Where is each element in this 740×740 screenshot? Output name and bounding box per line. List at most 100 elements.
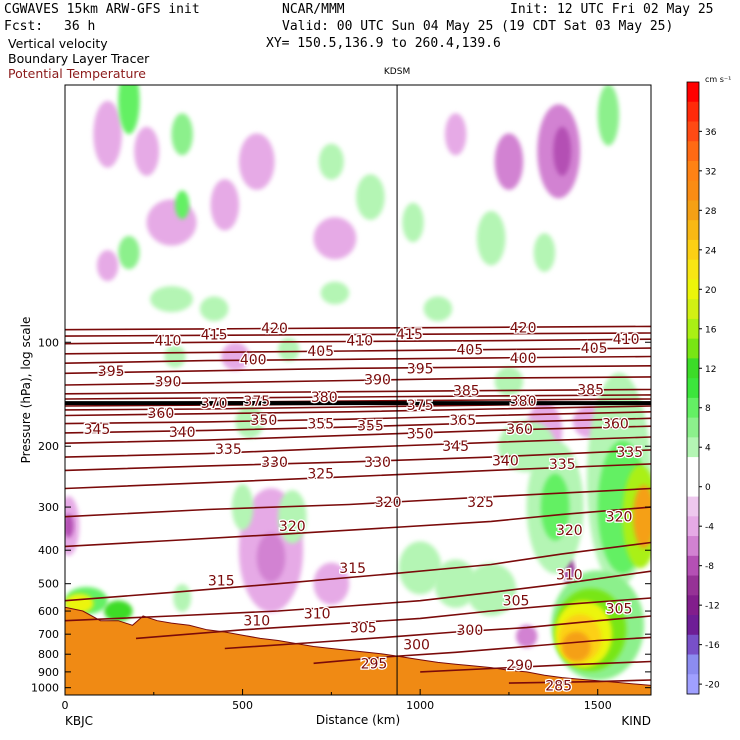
w-blob	[278, 337, 300, 362]
cross-section-endpoints: XY= 150.5,136.9 to 260.4,139.6	[266, 36, 501, 51]
y-tick-label: 400	[38, 544, 59, 557]
colorbar-tick-label: 24	[705, 246, 717, 256]
w-blob	[134, 126, 160, 176]
colorbar-swatch	[687, 476, 699, 498]
vertical-velocity-field	[65, 85, 651, 681]
theta-label: 305	[606, 602, 633, 618]
theta-label: 295	[361, 656, 388, 672]
y-tick-label: 500	[38, 578, 59, 591]
theta-label: 415	[396, 327, 423, 343]
plot-frame	[64, 84, 652, 696]
theta-label: 410	[155, 334, 182, 350]
theta-label: 315	[339, 561, 366, 577]
endpoint-left-label: KBJC	[65, 714, 93, 728]
x-axis: 0 500 1000 1500	[62, 689, 612, 712]
theta-label: 335	[616, 445, 643, 461]
theta-label: 320	[606, 510, 633, 526]
theta-contour-355	[65, 411, 651, 425]
theta-contour-290	[420, 660, 651, 673]
w-blob	[238, 133, 275, 190]
theta-label: 375	[243, 394, 270, 410]
colorbar-tick-label: 4	[705, 444, 711, 454]
theta-label: 340	[169, 425, 196, 441]
w-blob	[320, 281, 350, 305]
theta-label: 375	[407, 398, 434, 414]
theta-label: 400	[510, 351, 537, 367]
w-blob	[93, 100, 122, 168]
colorbar-swatch	[687, 378, 699, 399]
valid-time: Valid: 00 UTC Sun 04 May 25 (19 CDT Sat …	[282, 19, 674, 34]
w-blob	[96, 250, 119, 282]
theta-label: 320	[375, 495, 402, 511]
theta-label: 345	[84, 422, 111, 438]
w-blob	[356, 174, 385, 220]
colorbar-swatch	[687, 575, 699, 596]
field-vertical-velocity: Vertical velocity	[8, 36, 108, 51]
theta-label: 420	[510, 320, 537, 336]
colorbar-swatch	[687, 220, 699, 241]
colorbar-tick-label: -4	[705, 523, 714, 533]
theta-contour-385	[65, 388, 651, 395]
colorbar-swatch	[687, 595, 699, 616]
theta-contour-320	[65, 506, 651, 548]
theta-label: 285	[545, 678, 572, 694]
colorbar-tick-label: 36	[705, 128, 717, 138]
w-blob	[256, 532, 286, 583]
theta-contour-330	[65, 463, 651, 490]
colorbar-swatch	[687, 358, 699, 379]
theta-label: 320	[279, 519, 306, 535]
theta-contour-395	[65, 365, 651, 375]
x-tick-label: 0	[62, 699, 69, 712]
theta-label: 390	[155, 375, 182, 391]
colorbar-swatch	[687, 536, 699, 557]
theta-label: 350	[251, 413, 278, 429]
w-blob	[175, 190, 190, 220]
theta-label: 395	[407, 361, 434, 377]
y-tick-label: 300	[38, 501, 59, 514]
theta-contour-315	[65, 541, 651, 602]
w-blob	[150, 286, 193, 313]
theta-label: 405	[581, 341, 608, 357]
colorbar-tick-label: -12	[705, 602, 720, 612]
theta-contour-300	[224, 615, 651, 650]
x-axis-title: Distance (km)	[316, 713, 400, 727]
theta-label: 405	[307, 344, 334, 360]
theta-label: 345	[442, 439, 469, 455]
y-axis-title: Pressure (hPa), log scale	[19, 317, 33, 464]
colorbar-swatch	[687, 82, 699, 103]
theta-label: 325	[467, 495, 494, 511]
w-blob	[597, 85, 620, 146]
w-blob	[313, 562, 350, 605]
colorbar-frame	[686, 81, 700, 695]
theta-label: 355	[307, 417, 334, 433]
theta-label: 310	[304, 607, 331, 623]
theta-contour-380	[65, 394, 651, 400]
theta-label: 390	[364, 372, 391, 388]
w-blob	[633, 485, 651, 549]
w-blob	[173, 584, 192, 612]
w-blob	[515, 624, 538, 648]
w-blob	[171, 113, 193, 156]
y-tick-label: 700	[38, 628, 59, 641]
colorbar-tick-label: 28	[705, 207, 717, 217]
colorbar-swatch	[687, 160, 699, 182]
theta-label: 405	[457, 343, 484, 359]
colorbar-tick-label: -16	[705, 641, 720, 651]
w-blob	[118, 235, 140, 270]
colorbar-tick-label: 12	[705, 365, 716, 375]
colorbar-swatch	[687, 121, 699, 142]
theta-contour-410	[65, 338, 651, 345]
colorbar-swatch	[687, 615, 699, 636]
theta-contour-labels: 420 420 415 415 410 410 410 405 405 405 400 400 395 3…	[82, 319, 644, 695]
y-tick-label: 600	[38, 605, 59, 618]
theta-label: 300	[403, 638, 430, 654]
colorbar-swatch	[687, 279, 699, 300]
w-blob	[540, 473, 570, 541]
colorbar-swatch	[687, 239, 699, 261]
theta-contour-325	[65, 487, 651, 518]
w-blob	[199, 296, 229, 322]
colorbar-swatch	[687, 318, 699, 340]
colorbar-swatch	[687, 101, 699, 122]
colorbar-swatch	[687, 299, 699, 320]
theta-label: 395	[98, 364, 125, 380]
